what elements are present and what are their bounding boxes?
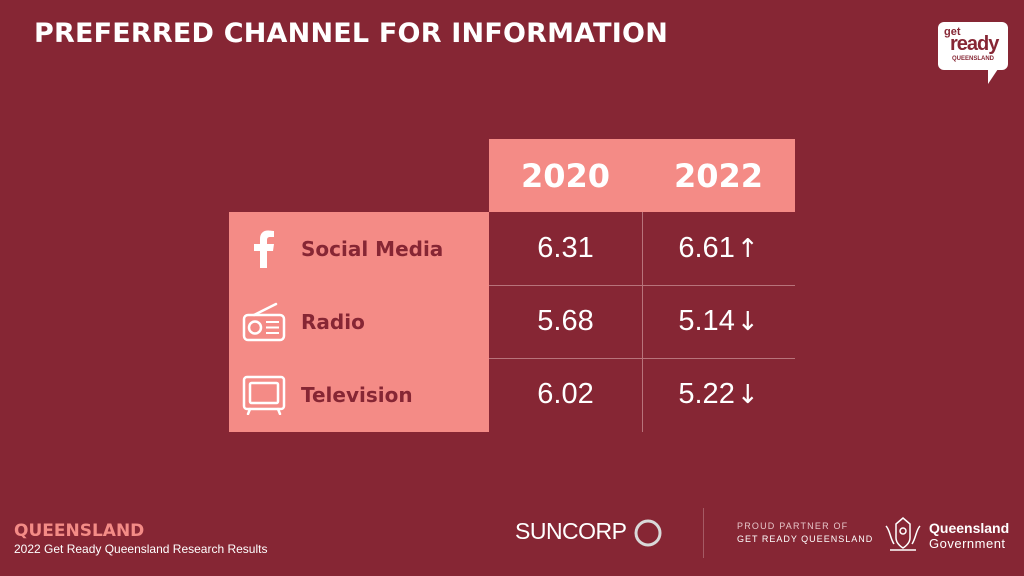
trend-up-icon: ↑ bbox=[736, 233, 759, 264]
column-header-2020: 2020 bbox=[520, 156, 611, 195]
cell-value: 5.22 bbox=[678, 378, 735, 410]
logo-region: QUEENSLAND bbox=[952, 56, 995, 62]
cell-television-2020: 6.02 bbox=[489, 358, 642, 431]
footer-brand: QUEENSLAND bbox=[14, 521, 145, 541]
gov-line-2: Government bbox=[929, 536, 1006, 551]
cell-social-media-2022: 6.61 ↑ bbox=[642, 212, 795, 285]
cell-value: 6.61 bbox=[678, 232, 735, 264]
cell-social-media-2020: 6.31 bbox=[489, 212, 642, 285]
logo-ready: ready bbox=[950, 33, 999, 55]
suncorp-logo-text: SUNCORP bbox=[515, 518, 627, 544]
footer-divider bbox=[703, 508, 704, 558]
cell-value: 5.68 bbox=[537, 305, 594, 337]
trend-down-icon: ↓ bbox=[736, 306, 759, 337]
row-labels-panel: Social Media Radio Television bbox=[229, 212, 489, 432]
cell-value: 6.31 bbox=[537, 232, 594, 264]
cell-radio-2022: 5.14 ↓ bbox=[642, 285, 795, 358]
cell-value: 5.14 bbox=[678, 305, 735, 337]
table-header: 2020 2022 bbox=[489, 139, 795, 212]
row-label-social-media: Social Media bbox=[229, 212, 489, 285]
slide-title: PREFERRED CHANNEL FOR INFORMATION bbox=[34, 18, 668, 49]
row-label-radio: Radio bbox=[229, 285, 489, 358]
row-label-text: Radio bbox=[301, 309, 365, 334]
row-label-television: Television bbox=[229, 358, 489, 431]
cell-value: 6.02 bbox=[537, 378, 594, 410]
footer-subtitle: 2022 Get Ready Queensland Research Resul… bbox=[14, 542, 268, 556]
cell-radio-2020: 5.68 bbox=[489, 285, 642, 358]
cell-television-2022: 5.22 ↓ bbox=[642, 358, 795, 431]
partner-line-1: PROUD PARTNER OF bbox=[737, 521, 849, 531]
gov-line-1: Queensland bbox=[929, 520, 1010, 536]
partner-line-2: GET READY QUEENSLAND bbox=[737, 534, 874, 544]
get-ready-logo: get ready QUEENSLAND bbox=[938, 22, 1008, 84]
row-label-text: Television bbox=[301, 382, 413, 407]
suncorp-ring-icon bbox=[634, 519, 662, 547]
queensland-crest-icon bbox=[885, 517, 921, 551]
television-icon bbox=[241, 372, 287, 418]
values-grid: 6.31 6.61 ↑ 5.68 5.14 ↓ 6.02 5.22 ↓ bbox=[489, 212, 795, 432]
facebook-icon bbox=[241, 226, 287, 272]
column-header-2022: 2022 bbox=[673, 156, 764, 195]
trend-down-icon: ↓ bbox=[736, 379, 759, 410]
row-label-text: Social Media bbox=[301, 236, 444, 261]
radio-icon bbox=[241, 299, 287, 345]
column-divider bbox=[642, 212, 643, 432]
logo-get: get bbox=[944, 26, 961, 38]
